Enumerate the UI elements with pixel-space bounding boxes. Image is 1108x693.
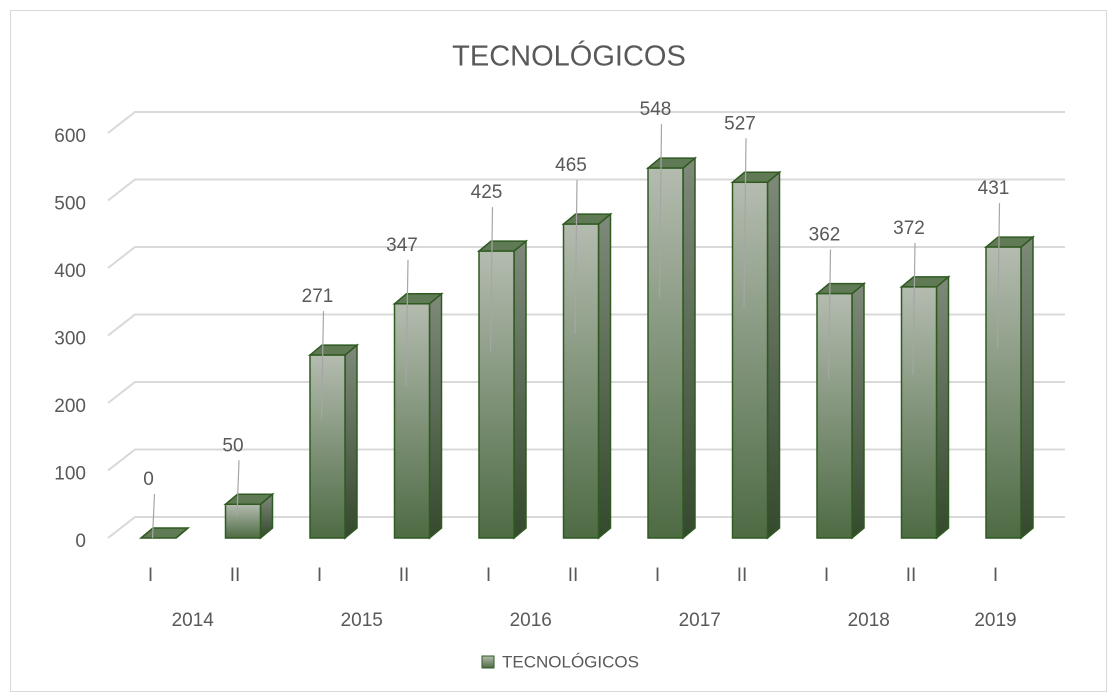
bar-side bbox=[513, 239, 527, 540]
data-label: 548 bbox=[640, 99, 672, 120]
bar bbox=[985, 246, 1022, 539]
leader-line bbox=[827, 249, 832, 380]
bar-side bbox=[344, 343, 358, 540]
bar bbox=[393, 303, 431, 539]
bar bbox=[731, 181, 769, 539]
bar-side bbox=[766, 170, 781, 540]
data-label: 431 bbox=[978, 178, 1010, 199]
y-tick-label: 300 bbox=[54, 329, 86, 350]
data-label: 527 bbox=[724, 113, 756, 134]
x-tick-label: I bbox=[148, 565, 153, 586]
y-tick-label: 600 bbox=[54, 126, 86, 147]
leader-line bbox=[996, 203, 1001, 349]
data-label: 0 bbox=[143, 469, 154, 490]
data-label: 362 bbox=[809, 225, 841, 246]
bar bbox=[478, 250, 515, 539]
x-tick-label: I bbox=[993, 565, 998, 586]
leader-line bbox=[912, 242, 916, 375]
x-group-label: 2014 bbox=[172, 610, 215, 631]
leader-line bbox=[743, 138, 747, 307]
leader-line bbox=[489, 207, 494, 352]
leader-line bbox=[405, 259, 409, 386]
x-group-label: 2017 bbox=[679, 610, 721, 631]
x-tick-label: I bbox=[824, 565, 829, 586]
data-label: 347 bbox=[386, 235, 418, 256]
bar-side bbox=[428, 292, 443, 540]
x-group-label: 2015 bbox=[341, 610, 383, 631]
y-tick-label: 500 bbox=[54, 194, 86, 215]
x-tick-label: I bbox=[655, 565, 660, 586]
bar-side bbox=[1020, 235, 1034, 540]
leader-line bbox=[574, 180, 578, 334]
bar bbox=[224, 503, 262, 539]
x-tick-label: II bbox=[906, 565, 917, 586]
grid-line bbox=[107, 111, 1065, 134]
bar-side bbox=[851, 282, 865, 540]
data-label: 425 bbox=[471, 182, 503, 203]
y-tick-label: 0 bbox=[75, 531, 86, 552]
y-tick-label: 400 bbox=[54, 261, 86, 282]
data-label: 271 bbox=[302, 286, 334, 307]
x-tick-label: II bbox=[568, 565, 579, 586]
bar bbox=[647, 167, 684, 539]
legend-label: TECNOLÓGICOS bbox=[502, 652, 639, 671]
y-tick-label: 200 bbox=[54, 396, 86, 417]
bar-side bbox=[935, 275, 950, 540]
data-label: 465 bbox=[555, 155, 587, 176]
leader-line bbox=[236, 460, 240, 517]
y-tick-label: 100 bbox=[54, 464, 86, 485]
data-label: 372 bbox=[893, 218, 925, 239]
x-group-label: 2019 bbox=[974, 610, 1016, 631]
chart-title: TECNOLÓGICOS bbox=[452, 40, 686, 73]
x-tick-label: II bbox=[737, 565, 748, 586]
x-tick-label: II bbox=[399, 565, 410, 586]
leader-line bbox=[658, 124, 663, 298]
x-tick-label: I bbox=[486, 565, 491, 586]
x-tick-label: I bbox=[317, 565, 322, 586]
bar bbox=[309, 354, 346, 539]
data-label: 50 bbox=[222, 435, 243, 456]
leader-line bbox=[320, 311, 325, 420]
x-group-label: 2016 bbox=[510, 610, 552, 631]
leader-line bbox=[151, 493, 156, 539]
x-group-label: 2018 bbox=[848, 610, 890, 631]
bar-side bbox=[597, 212, 612, 540]
bar bbox=[562, 223, 600, 539]
bar bbox=[816, 292, 853, 539]
bar bbox=[900, 286, 938, 539]
bar-side bbox=[682, 156, 696, 540]
x-tick-label: II bbox=[230, 565, 241, 586]
legend-swatch bbox=[481, 655, 495, 669]
